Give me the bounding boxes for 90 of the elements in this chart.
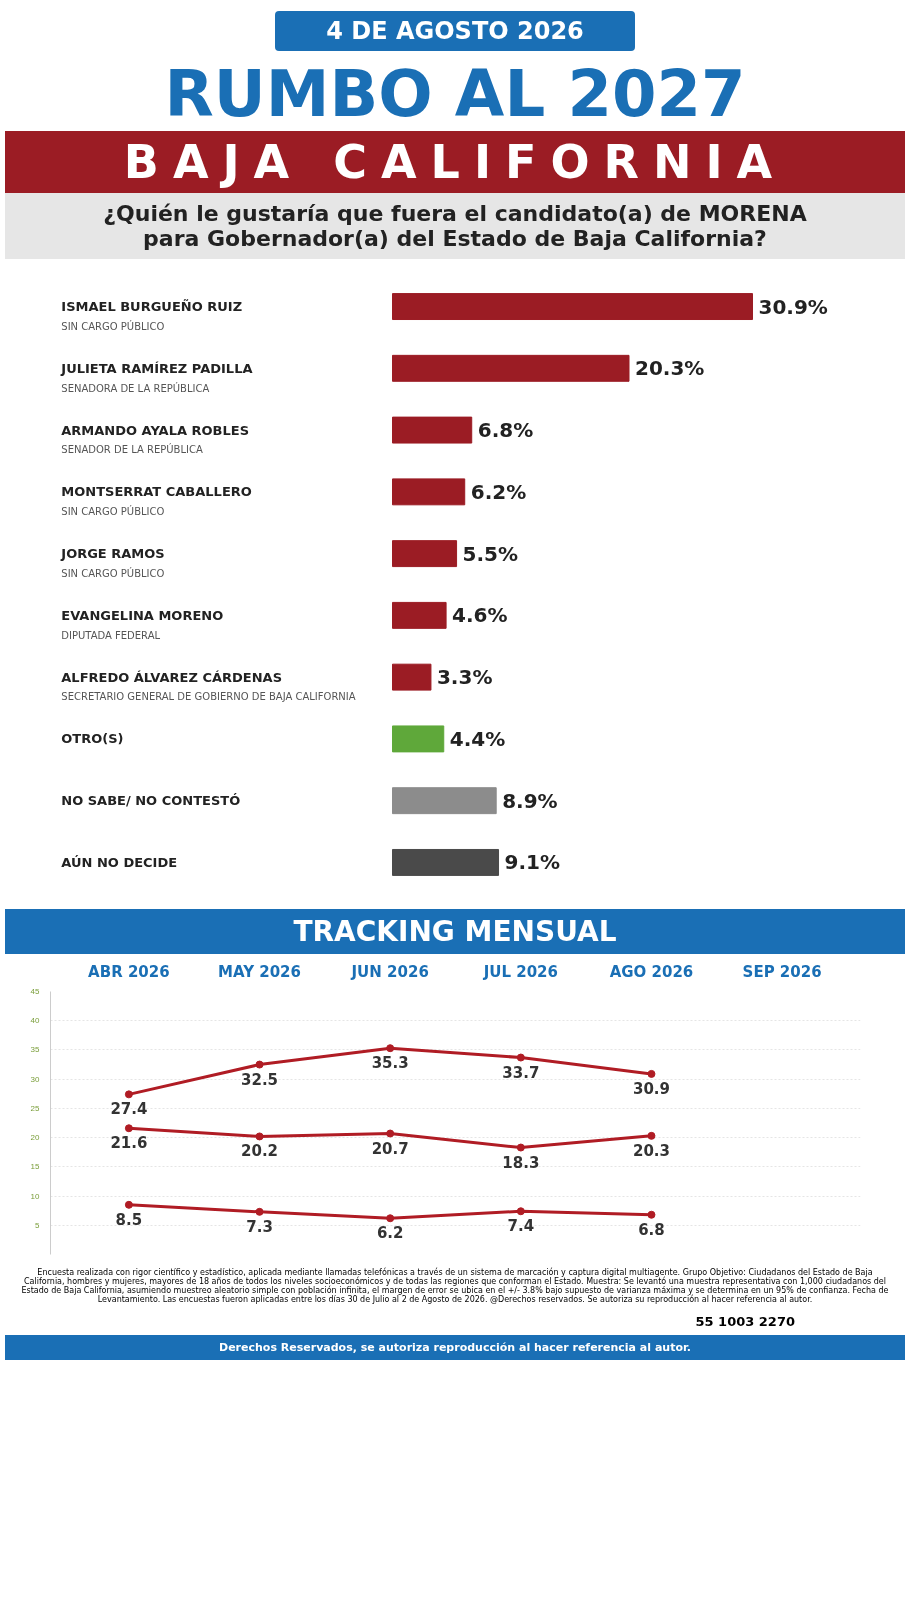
text: SIN CARGO PÚBLICO — [61, 505, 165, 518]
y-tick-label: MONTSERRAT CABALLERO — [61, 484, 252, 500]
point — [647, 1210, 656, 1219]
point — [255, 1132, 264, 1141]
y-tick-label: ISMAEL BURGUEÑO RUIZ — [61, 299, 243, 315]
data-label: 6.8% — [477, 418, 534, 443]
text: SECRETARIO GENERAL DE GOBIERNO DE BAJA CALIFORNIA — [61, 691, 356, 703]
point — [124, 1090, 133, 1099]
data-label: 18.3 — [502, 1153, 540, 1172]
y-tick-label: ALFREDO ÁLVAREZ CÁRDENAS — [61, 669, 283, 685]
data-label: 20.7 — [371, 1139, 409, 1158]
y-tick-label: OTRO(S) — [61, 731, 124, 747]
y-tick-label: 20 — [30, 1133, 41, 1143]
text: SENADORA DE LA REPÚBLICA — [61, 381, 210, 394]
bar — [392, 540, 458, 568]
bar — [392, 663, 432, 691]
data-label: 21.6 — [110, 1134, 148, 1153]
y-tick-label: 25 — [30, 1103, 41, 1113]
y-tick-label: AÚN NO DECIDE — [61, 854, 178, 870]
point — [516, 1143, 525, 1152]
data-label: 27.4 — [110, 1100, 148, 1119]
bar — [392, 354, 630, 382]
data-label: 20.2 — [241, 1142, 279, 1161]
y-tick-label: JULIETA RAMÍREZ PADILLA — [60, 360, 253, 376]
data-label: 32.5 — [241, 1070, 279, 1089]
y-tick-label: 10 — [30, 1191, 41, 1201]
data-label: 9.1% — [504, 850, 560, 875]
text: Derechos Reservados, se autoriza reproducción al hacer referencia al autor. — [5, 1335, 905, 1360]
chart-title: TRACKING MENSUAL — [5, 909, 905, 954]
point — [255, 1060, 264, 1069]
y-tick-label: 30 — [30, 1074, 41, 1084]
bar — [392, 601, 447, 629]
bar — [392, 416, 473, 444]
data-label: 8.5 — [115, 1210, 143, 1229]
x-tick-label: MAY 2026 — [218, 962, 301, 981]
text: DIPUTADA FEDERAL — [61, 629, 161, 641]
y-tick-label: JORGE RAMOS — [60, 546, 165, 562]
point — [516, 1053, 525, 1062]
data-label: 7.4 — [507, 1217, 535, 1236]
y-tick-label: 5 — [35, 1220, 41, 1230]
y-tick-label: EVANGELINA MORENO — [61, 607, 224, 623]
data-label: 33.7 — [502, 1063, 540, 1082]
y-tick-label: 35 — [30, 1045, 41, 1055]
chart-title: RUMBO AL 2027 — [163, 57, 747, 131]
data-label: 7.3 — [246, 1217, 273, 1236]
x-tick-label: JUN 2026 — [350, 962, 429, 981]
x-tick-label: AGO 2026 — [609, 962, 694, 981]
x-tick-label: ABR 2026 — [88, 962, 170, 981]
data-label: 6.2% — [470, 479, 527, 504]
y-tick-label: 15 — [30, 1162, 41, 1172]
data-label: 4.4% — [449, 726, 506, 751]
data-label: 20.3% — [635, 356, 705, 381]
y-tick-label: 40 — [30, 1016, 41, 1026]
x-tick-label: SEP 2026 — [742, 962, 822, 981]
point — [386, 1214, 395, 1223]
data-label: 6.2 — [376, 1224, 404, 1243]
bar — [392, 293, 753, 321]
data-label: 3.3% — [436, 665, 493, 690]
text: ¿Quién le gustaría que fuera el candidato(a) de MORENA para Gobernador(a) del Estado de Baja California? — [5, 193, 905, 259]
data-label: 4.6% — [452, 603, 508, 628]
point — [647, 1069, 656, 1078]
point — [516, 1207, 525, 1216]
text: 55 1003 2270 — [694, 1313, 796, 1331]
point — [124, 1200, 133, 1209]
point — [386, 1129, 395, 1138]
point — [124, 1124, 133, 1133]
data-label: 20.3 — [632, 1141, 670, 1160]
y-tick-label: 45 — [30, 987, 41, 996]
text: SENADOR DE LA REPÚBLICA — [61, 443, 203, 456]
point — [386, 1044, 395, 1053]
y-tick-label: ARMANDO AYALA ROBLES — [61, 422, 250, 438]
bar — [392, 787, 497, 815]
text: Encuesta realizada con rigor científico y estadístico, aplicada mediante llamadas telefónicas a través de un sistema de marcación y captura digital multiagente. Grupo Objetivo: Ciudadanos del Estado de Baja California, hombres y mujeres, mayores de 18 años de todos los niveles socioeconómicos y de todas las regiones que conforman el Estado. Muestra: Se levantó una muestra representativa con 1,000 ciudadanos del Estado de Baja California, asumiendo muestreo aleatorio simple con población infinita, el margen de error se ubica en el +/- 3.8% bajo supuesto de varianza máxima y se determina en un 95% de confianza. Fecha de Levantamiento. Las encuestas fueron aplicadas entre los días 30 de Julio al 2 de Agosto de 2026. @Derechos reservados. Se autoriza su reproducción al hacer referencia al autor. — [20, 1266, 890, 1306]
y-tick-label: NO SABE/ NO CONTESTÓ — [61, 793, 241, 809]
text: 4 DE AGOSTO 2026 — [275, 11, 635, 51]
point — [255, 1207, 264, 1216]
point — [647, 1131, 656, 1140]
data-label: 30.9% — [758, 294, 828, 319]
data-label: 35.3 — [371, 1054, 409, 1073]
data-label: 30.9 — [632, 1079, 670, 1098]
data-label: 8.9% — [502, 788, 558, 813]
data-label: 6.8 — [638, 1220, 665, 1239]
bar — [392, 725, 445, 753]
data-label: 5.5% — [462, 541, 519, 566]
bar — [392, 848, 500, 876]
bar — [392, 478, 466, 506]
text: SIN CARGO PÚBLICO — [61, 566, 165, 579]
text: SIN CARGO PÚBLICO — [61, 319, 165, 332]
x-tick-label: JUL 2026 — [482, 962, 558, 981]
chart-subtitle: BAJA CALIFORNIA — [5, 131, 905, 193]
